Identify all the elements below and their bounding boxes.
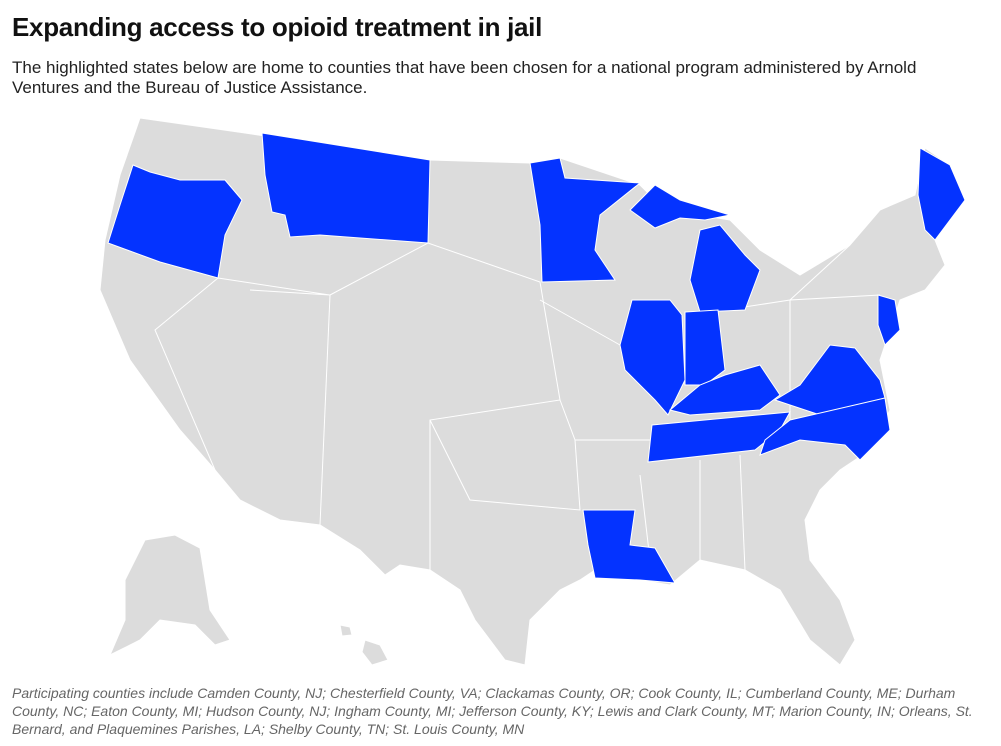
subtitle: The highlighted states below are home to… (12, 58, 917, 97)
hawaii-islet (339, 624, 353, 637)
title: Expanding access to opioid treatment in … (12, 12, 543, 42)
maine (917, 147, 966, 241)
michigan-lower (689, 224, 761, 313)
illinois (619, 299, 686, 416)
footnote: Participating counties include Camden Co… (12, 685, 973, 737)
indiana (684, 309, 726, 386)
state-borders (154, 242, 881, 571)
alaska (109, 534, 231, 657)
kentucky (668, 364, 781, 416)
map (99, 117, 966, 666)
louisiana (582, 509, 676, 584)
oregon (107, 164, 243, 279)
montana (261, 132, 431, 244)
us-mainland (99, 117, 966, 666)
north-carolina (759, 397, 891, 461)
highlighted-states (107, 132, 966, 584)
michigan-upper (629, 184, 731, 229)
minnesota (529, 157, 642, 283)
hawaii (361, 639, 389, 666)
new-jersey (877, 294, 901, 346)
